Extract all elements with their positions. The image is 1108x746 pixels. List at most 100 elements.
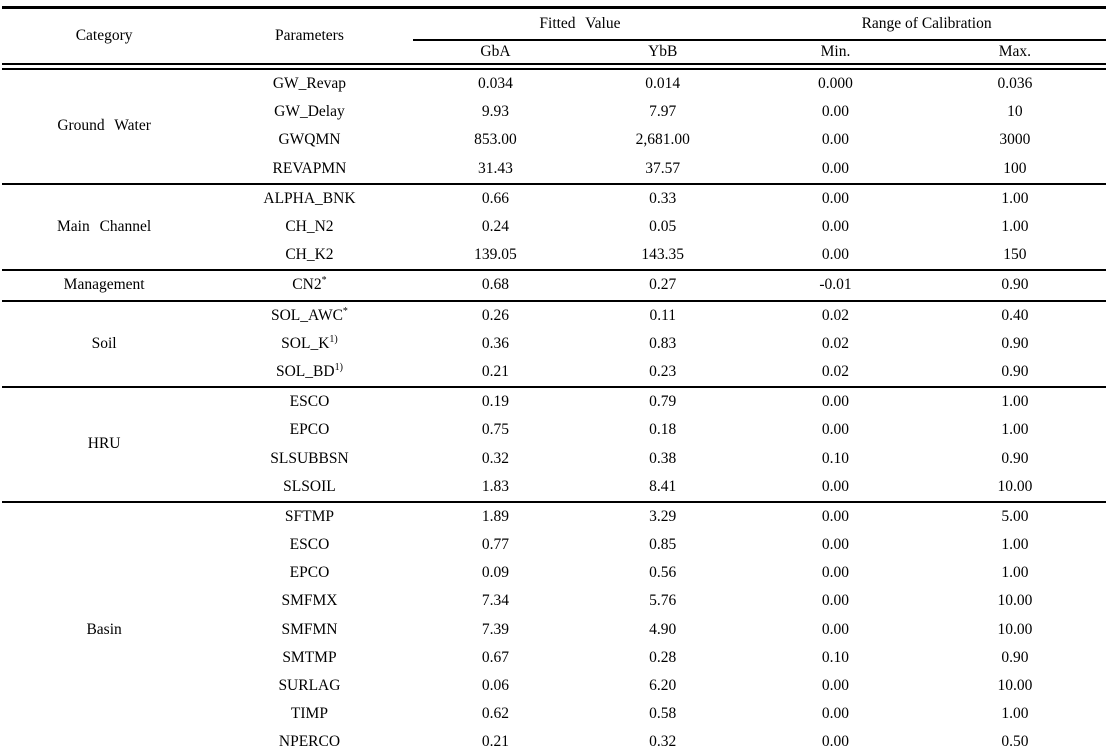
fitted-gba-cell: 139.05 — [474, 246, 517, 264]
range-max-cell: 1.00 — [1001, 536, 1029, 554]
parameter-cell: CH_N2 — [285, 218, 334, 236]
fitted-ybb-cell: 8.41 — [649, 477, 677, 495]
range-min-cell: 0.00 — [821, 159, 850, 177]
fitted-ybb-cell: 0.32 — [649, 733, 677, 746]
range-min-cell: 0.00 — [821, 246, 850, 264]
range-min-cell: 0.02 — [821, 334, 850, 352]
parameter-cell: SOL_K1) — [281, 333, 338, 352]
range-min-cell: 0.02 — [821, 362, 850, 380]
parameter-cell: ESCO — [289, 536, 330, 554]
table-row: SOL_BD1) 0.21 0.23 0.02 0.90 — [2, 358, 1106, 387]
fitted-gba-cell: 853.00 — [474, 131, 517, 149]
table-row: EPCO 0.09 0.56 0.00 1.00 — [2, 559, 1106, 587]
header-min: Min. — [820, 43, 851, 60]
fitted-ybb-cell: 0.18 — [649, 421, 677, 439]
range-max-cell: 0.90 — [1001, 276, 1029, 294]
range-min-cell: 0.00 — [821, 189, 850, 207]
fitted-ybb-cell: 0.58 — [649, 705, 677, 723]
range-max-cell: 1.00 — [1001, 189, 1029, 207]
category-cell: Basin — [86, 620, 122, 638]
fitted-ybb-cell: 3.29 — [649, 507, 677, 525]
table-row: NPERCO 0.21 0.32 0.00 0.50 — [2, 728, 1106, 746]
fitted-ybb-cell: 2,681.00 — [635, 131, 690, 149]
range-max-cell: 3000 — [999, 131, 1031, 149]
fitted-ybb-cell: 0.79 — [649, 393, 677, 411]
fitted-ybb-cell: 0.05 — [649, 218, 677, 236]
fitted-gba-cell: 0.06 — [481, 677, 510, 695]
fitted-ybb-cell: 4.90 — [649, 620, 677, 638]
fitted-ybb-cell: 0.56 — [649, 564, 677, 582]
header-fitted-value: Fitted Value — [412, 7, 748, 41]
header-gba: GbA — [480, 43, 511, 60]
table-row: Basin SFTMP 1.89 3.29 0.00 5.00 — [2, 502, 1106, 638]
table-row: SOL_K1) 0.36 0.83 0.02 0.90 — [2, 330, 1106, 358]
category-group: Basin SFTMP 1.89 3.29 0.00 5.00 ESCO 0.77 0.85 0.… — [2, 501, 1106, 746]
header-row-spanning: Category Parameters Fitted Value Range o… — [2, 7, 1106, 44]
range-min-cell: 0.00 — [821, 393, 850, 411]
range-max-cell: 1.00 — [1001, 218, 1029, 236]
parameter-cell: TIMP — [290, 705, 328, 723]
range-min-cell: 0.00 — [821, 477, 850, 495]
header-parameters: Parameters — [275, 27, 344, 44]
table-row: ESCO 0.77 0.85 0.00 1.00 — [2, 531, 1106, 559]
table-row: CH_N2 0.24 0.05 0.00 1.00 — [2, 213, 1106, 241]
category-cell: Ground Water — [57, 117, 151, 135]
parameter-cell: EPCO — [289, 421, 330, 439]
header-row-subcolumns: GbA YbB Min. Max. — [2, 40, 1106, 67]
fitted-gba-cell: 0.24 — [481, 218, 510, 236]
range-min-cell: 0.00 — [821, 733, 850, 746]
range-max-cell: 100 — [1003, 159, 1027, 177]
parameter-cell: SOL_AWC* — [270, 305, 348, 324]
range-max-cell: 1.00 — [1001, 421, 1029, 439]
fitted-ybb-cell: 0.83 — [649, 334, 677, 352]
parameter-superscript: * — [321, 275, 327, 287]
header-category: Category — [75, 27, 133, 44]
fitted-gba-cell: 0.26 — [481, 306, 510, 324]
category-cell: Main Channel — [56, 218, 152, 236]
category-group: Management CN2* 0.68 0.27 -0.01 0.90 — [2, 270, 1106, 300]
table-row: EPCO 0.75 0.18 0.00 1.00 — [2, 416, 1106, 444]
range-min-cell: 0.00 — [821, 421, 850, 439]
fitted-gba-cell: 9.93 — [481, 103, 510, 121]
fitted-gba-cell: 7.39 — [481, 620, 510, 638]
fitted-ybb-cell: 143.35 — [641, 246, 685, 264]
table-row: Ground Water GW_Revap 0.034 0.014 0.000 0.036 — [2, 67, 1106, 134]
parameter-cell: EPCO — [289, 564, 330, 582]
parameter-cell: GW_Delay — [274, 103, 345, 121]
parameter-cell: ALPHA_BNK — [263, 189, 356, 207]
fitted-ybb-cell: 37.57 — [645, 159, 681, 177]
range-max-cell: 0.036 — [997, 75, 1033, 93]
range-max-cell: 0.90 — [1001, 449, 1029, 467]
parameter-cell: CH_K2 — [285, 246, 334, 264]
parameter-superscript: 1) — [329, 333, 338, 345]
fitted-ybb-cell: 0.23 — [649, 362, 677, 380]
range-max-cell: 150 — [1003, 246, 1027, 264]
category-cell: Soil — [91, 334, 117, 352]
fitted-ybb-cell: 5.76 — [649, 592, 677, 610]
range-min-cell: 0.02 — [821, 306, 850, 324]
parameter-cell: SMFMX — [281, 592, 338, 610]
fitted-ybb-cell: 7.97 — [649, 103, 677, 121]
range-max-cell: 10.00 — [997, 620, 1033, 638]
calibration-parameters-table: Category Parameters Fitted Value Range o… — [2, 6, 1106, 746]
range-max-cell: 10.00 — [997, 592, 1033, 610]
fitted-gba-cell: 0.21 — [481, 733, 510, 746]
parameter-cell: SFTMP — [284, 507, 335, 525]
header-max: Max. — [998, 43, 1032, 60]
table-header: Category Parameters Fitted Value Range o… — [2, 7, 1106, 67]
range-max-cell: 5.00 — [1001, 507, 1029, 525]
table-row: Management CN2* 0.68 0.27 -0.01 0.90 — [2, 270, 1106, 300]
parameter-cell: GW_Revap — [272, 75, 347, 93]
range-max-cell: 10.00 — [997, 477, 1033, 495]
range-min-cell: 0.00 — [821, 705, 850, 723]
category-group: Soil SOL_AWC* 0.26 0.11 0.02 0.40 SOL_K1) 0.36 0… — [2, 300, 1106, 388]
range-max-cell: 0.90 — [1001, 362, 1029, 380]
table-row: TIMP 0.62 0.58 0.00 1.00 — [2, 700, 1106, 728]
fitted-gba-cell: 0.62 — [481, 705, 510, 723]
table-row: REVAPMN 31.43 37.57 0.00 100 — [2, 155, 1106, 184]
table-row: SMTMP 0.67 0.28 0.10 0.90 — [2, 644, 1106, 672]
parameter-cell: REVAPMN — [272, 159, 347, 177]
parameter-cell: GWQMN — [278, 131, 341, 149]
table-row: GW_Delay 9.93 7.97 0.00 10 — [2, 98, 1106, 126]
parameter-cell: SOL_BD1) — [275, 361, 343, 380]
